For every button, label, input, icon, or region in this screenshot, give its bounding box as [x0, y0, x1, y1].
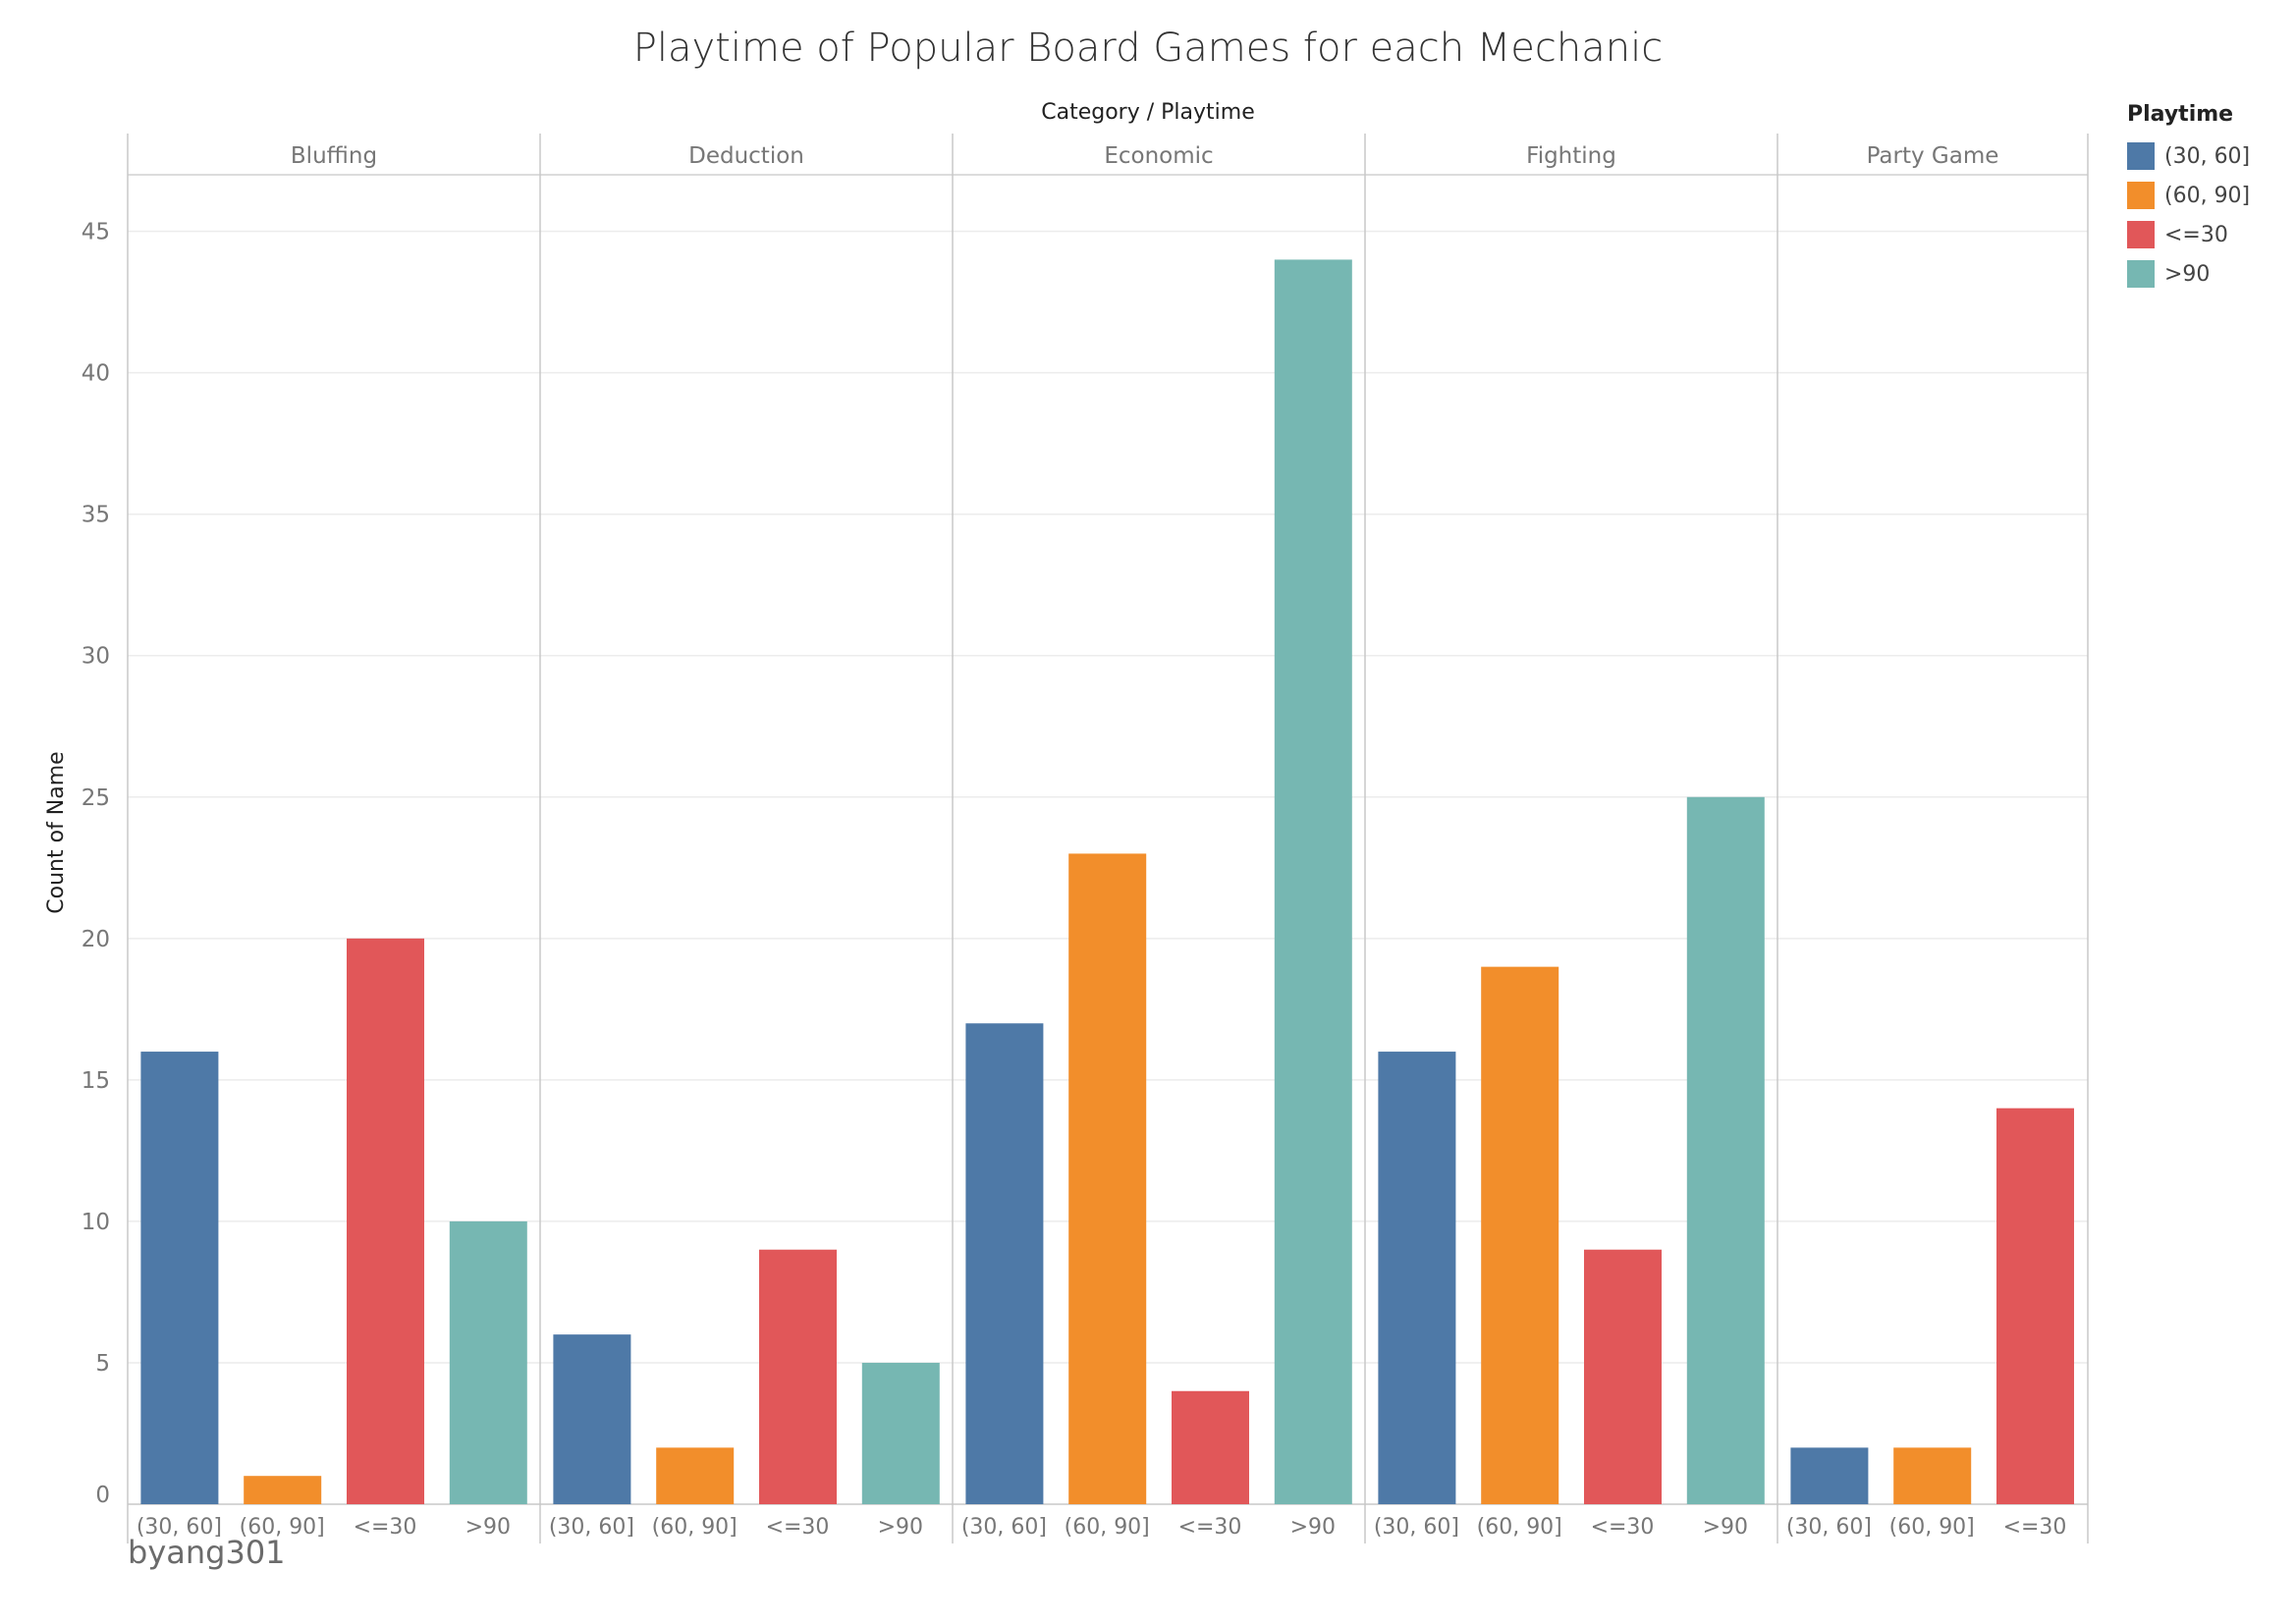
panel-header-deduction: Deduction	[688, 143, 804, 169]
legend: Playtime (30, 60] (60, 90] <=30 >90	[2127, 102, 2294, 294]
y-tick-label: 20	[82, 927, 110, 952]
x-tick-label: (60, 90]	[1065, 1515, 1150, 1540]
legend-title: Playtime	[2127, 102, 2234, 127]
x-tick-label: (60, 90]	[240, 1515, 325, 1540]
legend-item-60-90[interactable]: (60, 90]	[2127, 176, 2294, 215]
x-tick-label: <=30	[1178, 1515, 1242, 1540]
author-watermark: byang301	[128, 1534, 286, 1571]
legend-item-30-60[interactable]: (30, 60]	[2127, 136, 2294, 176]
bar	[1790, 1447, 1869, 1504]
x-tick-label: >90	[878, 1515, 923, 1540]
x-tick-label: <=30	[766, 1515, 830, 1540]
y-tick-label: 15	[82, 1068, 110, 1094]
y-tick-label: 0	[95, 1483, 110, 1508]
y-tick-label: 10	[82, 1210, 110, 1235]
x-tick-label: (60, 90]	[1477, 1515, 1562, 1540]
legend-swatch	[2127, 260, 2155, 288]
bar	[1996, 1108, 2074, 1504]
bar	[140, 1052, 219, 1504]
bar	[1584, 1249, 1662, 1504]
panel-header-fighting: Fighting	[1526, 143, 1616, 169]
legend-item-gt-90[interactable]: >90	[2127, 254, 2294, 294]
x-tick-label: (30, 60]	[137, 1515, 222, 1540]
bar	[965, 1023, 1044, 1504]
bar	[1068, 853, 1147, 1504]
bar	[656, 1447, 735, 1504]
bar	[861, 1362, 940, 1504]
bar	[759, 1249, 837, 1504]
legend-label: (30, 60]	[2164, 143, 2251, 169]
bar	[347, 938, 424, 1504]
legend-swatch	[2127, 182, 2155, 209]
bar	[1378, 1052, 1456, 1504]
panel-header-bluffing: Bluffing	[291, 143, 377, 169]
x-tick-label: (60, 90]	[1889, 1515, 1975, 1540]
column-header-title: Category / Playtime	[1041, 100, 1255, 125]
x-tick-label: (30, 60]	[961, 1515, 1047, 1540]
bar	[449, 1220, 527, 1504]
panel-header-economic: Economic	[1104, 143, 1213, 169]
panel-header-party-game: Party Game	[1867, 143, 1999, 169]
bar	[1172, 1390, 1249, 1504]
y-tick-label: 35	[82, 503, 110, 528]
x-tick-label: <=30	[2003, 1515, 2067, 1540]
bar	[244, 1476, 322, 1504]
x-tick-label: >90	[465, 1515, 511, 1540]
legend-swatch	[2127, 142, 2155, 170]
bar	[1481, 966, 1559, 1504]
x-tick-label: >90	[1703, 1515, 1748, 1540]
legend-item-le-30[interactable]: <=30	[2127, 215, 2294, 254]
x-tick-label: (30, 60]	[1786, 1515, 1872, 1540]
chart-title: Playtime of Popular Board Games for each…	[632, 26, 1664, 71]
legend-label: (60, 90]	[2164, 183, 2251, 208]
x-tick-label: >90	[1290, 1515, 1336, 1540]
y-tick-label: 40	[82, 361, 110, 387]
legend-label: <=30	[2164, 222, 2228, 247]
bar	[1686, 796, 1765, 1504]
legend-swatch	[2127, 221, 2155, 248]
x-tick-label: (60, 90]	[652, 1515, 738, 1540]
bar	[553, 1334, 631, 1504]
bar	[1893, 1447, 1972, 1504]
y-axis-label: Count of Name	[44, 751, 69, 913]
x-tick-label: <=30	[354, 1515, 417, 1540]
x-tick-label: (30, 60]	[549, 1515, 634, 1540]
y-tick-label: 5	[95, 1351, 110, 1377]
legend-label: >90	[2164, 261, 2211, 287]
x-tick-label: <=30	[1591, 1515, 1655, 1540]
bar	[1274, 259, 1352, 1504]
y-tick-label: 30	[82, 644, 110, 670]
y-tick-label: 25	[82, 785, 110, 811]
x-tick-label: (30, 60]	[1374, 1515, 1459, 1540]
y-tick-label: 45	[82, 220, 110, 245]
